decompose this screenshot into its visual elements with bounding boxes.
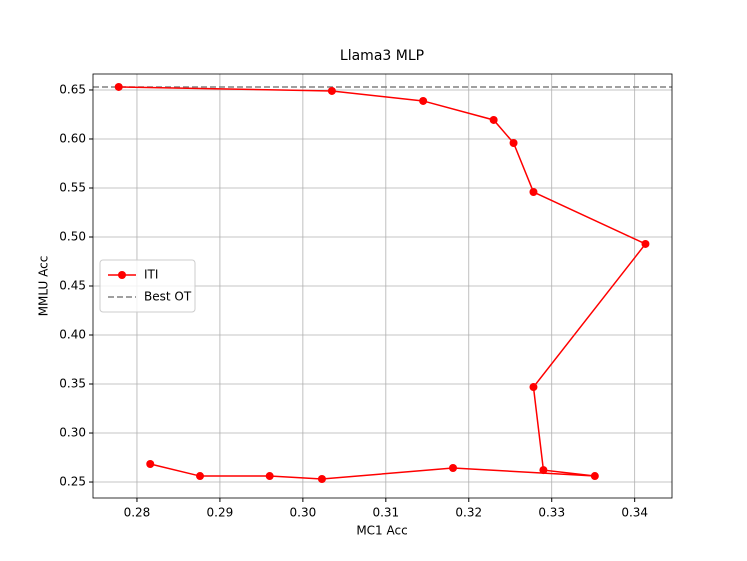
y-tick-label: 0.45: [59, 279, 86, 293]
marker: [114, 82, 123, 91]
marker: [529, 383, 538, 392]
marker: [539, 466, 548, 475]
y-tick-label: 0.25: [59, 475, 86, 489]
x-tick-label: 0.33: [538, 506, 565, 520]
legend: ITI Best OT: [99, 259, 196, 313]
marker: [419, 96, 428, 105]
y-tick-label: 0.30: [59, 426, 86, 440]
y-axis-label: MMLU Acc: [37, 256, 51, 317]
marker: [509, 139, 518, 148]
marker: [265, 472, 274, 481]
x-tick-label: 0.34: [621, 506, 648, 520]
x-tick-label: 0.30: [290, 506, 317, 520]
chart-title: Llama3 MLP: [340, 48, 424, 64]
marker: [327, 86, 336, 95]
legend-marker: [118, 271, 126, 279]
marker: [317, 474, 326, 483]
marker: [146, 459, 155, 468]
y-tick-label: 0.50: [59, 229, 86, 243]
x-tick-label: 0.32: [455, 506, 482, 520]
marker: [489, 115, 498, 124]
marker: [641, 239, 650, 248]
y-tick-label: 0.35: [59, 377, 86, 391]
y-tick-label: 0.60: [59, 131, 86, 145]
x-tick-label: 0.29: [207, 506, 234, 520]
y-tick-label: 0.40: [59, 328, 86, 342]
marker: [590, 472, 599, 481]
y-tick-label: 0.55: [59, 180, 86, 194]
x-tick-label: 0.28: [124, 506, 151, 520]
marker: [529, 188, 538, 197]
x-axis-label: MC1 Acc: [356, 524, 407, 538]
marker: [196, 472, 205, 481]
marker: [449, 464, 458, 473]
legend-label: ITI: [144, 268, 158, 282]
plot-frame: [92, 73, 673, 499]
y-tick-label: 0.65: [59, 82, 86, 96]
x-tick-label: 0.31: [372, 506, 399, 520]
legend-label: Best OT: [144, 290, 192, 304]
